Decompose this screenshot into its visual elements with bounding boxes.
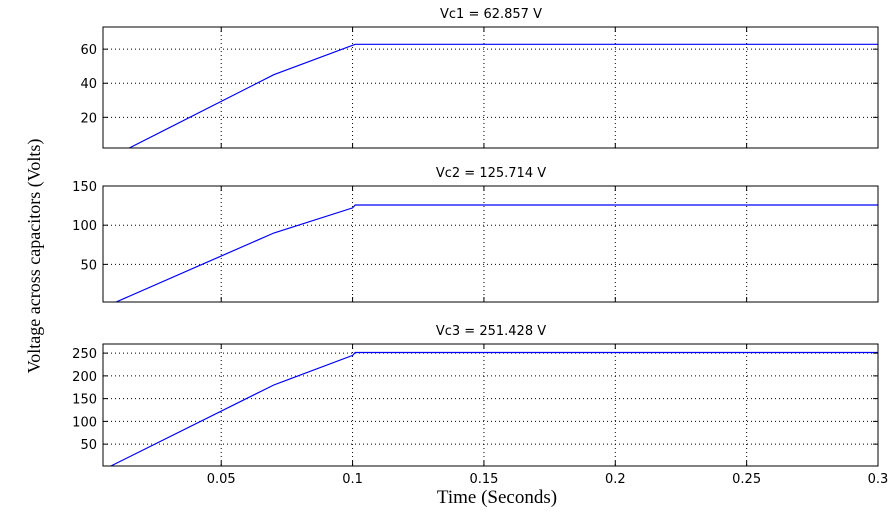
subplot-vc1-ticks: 20 40 60 bbox=[80, 27, 879, 148]
y-tick-label: 50 bbox=[80, 438, 97, 453]
subplot-vc1-frame bbox=[102, 26, 879, 149]
subplot-vc2-grid bbox=[103, 185, 879, 302]
subplot-vc1-series bbox=[129, 43, 878, 149]
series-line-vc1 bbox=[129, 43, 878, 149]
y-tick-label: 40 bbox=[80, 77, 97, 92]
x-tick-label: 0.1 bbox=[342, 472, 363, 487]
x-tick-label: 0.25 bbox=[732, 472, 761, 487]
x-tick-label: 0.05 bbox=[207, 472, 236, 487]
subplot-title-vc1: Vc1 = 62.857 V bbox=[440, 7, 542, 22]
subplot-vc2-frame bbox=[102, 185, 879, 303]
subplot-vc3-frame bbox=[102, 343, 879, 467]
subplot-vc2-series bbox=[115, 204, 878, 303]
y-tick-label: 150 bbox=[72, 180, 97, 195]
subplot-vc3-series bbox=[110, 351, 878, 467]
subplot-vc1-grid bbox=[103, 27, 879, 148]
y-tick-label: 100 bbox=[72, 415, 97, 430]
subplot-vc3-grid bbox=[103, 344, 879, 466]
subplot-vc3-ticks: 0.05 0.1 0.15 0.2 0.25 0.3 50 100 150 200 250 bbox=[72, 344, 888, 487]
y-axis-label: Voltage across capacitors (Volts) bbox=[24, 139, 45, 374]
subplot-vc2: Vc2 = 125.714 V 50 100 150 bbox=[72, 166, 879, 303]
x-tick-label: 0.15 bbox=[469, 472, 498, 487]
series-line-vc3 bbox=[110, 351, 878, 467]
subplot-vc2-ticks: 50 100 150 bbox=[72, 180, 879, 302]
subplot-title-vc3: Vc3 = 251.428 V bbox=[436, 324, 546, 339]
x-axis-label: Time (Seconds) bbox=[437, 487, 557, 508]
x-tick-label: 0.2 bbox=[605, 472, 626, 487]
y-tick-label: 60 bbox=[80, 43, 97, 58]
y-tick-label: 150 bbox=[72, 393, 97, 408]
y-tick-label: 20 bbox=[80, 111, 97, 126]
subplot-vc1: Vc1 = 62.857 V 20 40 60 bbox=[80, 7, 879, 149]
y-tick-label: 100 bbox=[72, 219, 97, 234]
y-tick-label: 50 bbox=[80, 258, 97, 273]
x-tick-label: 0.3 bbox=[868, 472, 889, 487]
y-tick-label: 200 bbox=[72, 370, 97, 385]
subplot-title-vc2: Vc2 = 125.714 V bbox=[436, 166, 546, 181]
series-line-vc2 bbox=[115, 204, 878, 303]
subplot-vc3: Vc3 = 251.428 V 0.05 0.1 0.15 0.2 0.25 0.3 50 1… bbox=[72, 324, 888, 487]
y-tick-label: 250 bbox=[72, 347, 97, 362]
